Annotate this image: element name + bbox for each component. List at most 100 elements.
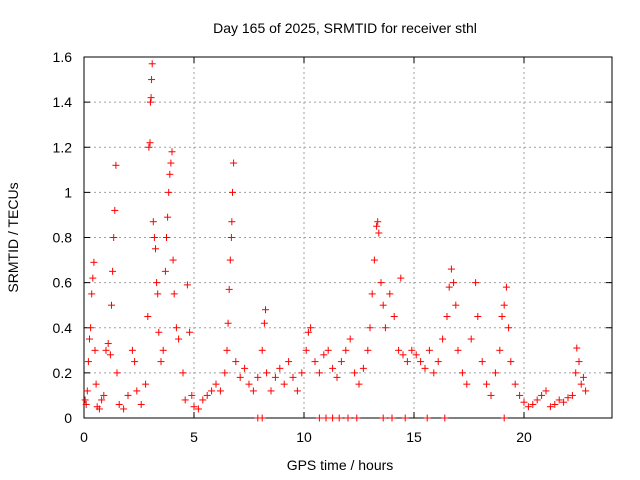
data-point-marker [412,351,420,359]
data-point-marker [165,188,173,196]
data-point-marker [81,396,89,404]
data-point-marker [166,170,174,178]
data-point-marker [194,405,202,413]
data-point-marker [355,380,363,388]
data-point-marker [546,403,554,411]
data-point-marker [377,279,385,287]
y-tick-label: 0.2 [53,365,73,381]
data-point-marker [487,391,495,399]
data-point-marker [320,351,328,359]
data-point-marker [467,335,475,343]
data-point-marker [186,328,194,336]
data-point-marker [491,369,499,377]
grid-lines [84,57,612,418]
data-point-marker [168,148,176,156]
data-point-marker [344,414,352,422]
data-point-marker [82,400,90,408]
data-point-marker [98,396,106,404]
data-point-marker [304,328,312,336]
data-point-marker [100,391,108,399]
data-point-marker [368,290,376,298]
data-point-marker [441,414,449,422]
data-point-marker [226,256,234,264]
data-point-marker [254,373,262,381]
data-point-marker [375,229,383,237]
data-point-marker [203,391,211,399]
data-point-marker [263,369,271,377]
data-point-marker [370,256,378,264]
data-point-marker [335,414,343,422]
y-tick-label: 1.2 [53,139,73,155]
data-point-marker [452,301,460,309]
data-point-marker [564,394,572,402]
data-point-marker [225,285,233,293]
data-point-marker [128,346,136,354]
data-point-marker [154,290,162,298]
data-point-marker [293,387,301,395]
data-point-marker [167,159,175,167]
data-point-marker [148,76,156,84]
data-point-marker [445,283,453,291]
y-tick-label: 0.8 [53,230,73,246]
data-point-marker [346,335,354,343]
data-point-marker [150,234,158,241]
data-point-marker [551,400,559,408]
data-point-marker [322,414,330,422]
data-point-marker [386,290,394,298]
data-point-marker [359,364,367,372]
data-point-marker [145,143,153,151]
y-tick-label: 0 [64,410,72,426]
data-point-marker [443,312,451,320]
data-point-marker [516,391,524,399]
data-point-marker [502,283,510,291]
data-point-marker [254,414,262,422]
data-point-marker [496,346,504,354]
data-point-marker [324,346,332,354]
data-point-marker [315,369,323,377]
data-point-marker [190,403,198,411]
y-axis-label: SRMTID / TECUs [5,182,21,292]
data-point-marker [329,414,337,422]
x-tick-label: 5 [190,429,198,445]
data-point-marker [572,369,580,377]
data-point-marker [577,380,585,388]
data-point-marker [555,396,563,404]
data-point-marker [434,358,442,366]
data-point-marker [373,222,381,230]
data-point-marker [285,358,293,366]
data-point-marker [228,218,236,226]
data-point-marker [183,281,191,289]
data-point-marker [454,346,462,354]
data-point-marker [280,380,288,388]
data-point-marker [353,414,361,422]
data-point-marker [208,387,216,395]
data-point-marker [430,369,438,377]
data-point-marker [500,301,508,309]
y-tick-label: 0.6 [53,275,73,291]
data-point-marker [212,380,220,388]
data-point-marker [573,344,581,352]
data-point-marker [188,391,196,399]
data-point-marker [298,369,306,377]
data-point-marker [520,398,528,406]
data-point-marker [230,159,238,167]
data-point-marker [89,274,97,282]
axis-ticks: 0 0.2 0.4 0.6 0.8 1 1.2 1.4 1.6 0 5 10 15 20 [53,49,612,445]
y-tick-label: 1 [64,184,72,200]
data-point-marker [474,312,482,320]
data-point-marker [258,346,266,354]
data-point-marker [450,279,458,287]
data-point-marker [579,373,587,381]
data-point-marker [267,387,275,395]
data-point-marker [144,312,152,320]
data-point-marker [137,400,145,408]
data-point-marker [458,369,466,377]
data-point-marker [83,387,91,395]
data-point-marker [538,391,546,399]
data-point-marker [249,387,257,395]
data-point-marker [529,400,537,408]
x-tick-label: 10 [296,429,312,445]
data-point-marker [223,346,231,354]
data-point-marker [175,335,183,343]
data-points [81,60,590,422]
